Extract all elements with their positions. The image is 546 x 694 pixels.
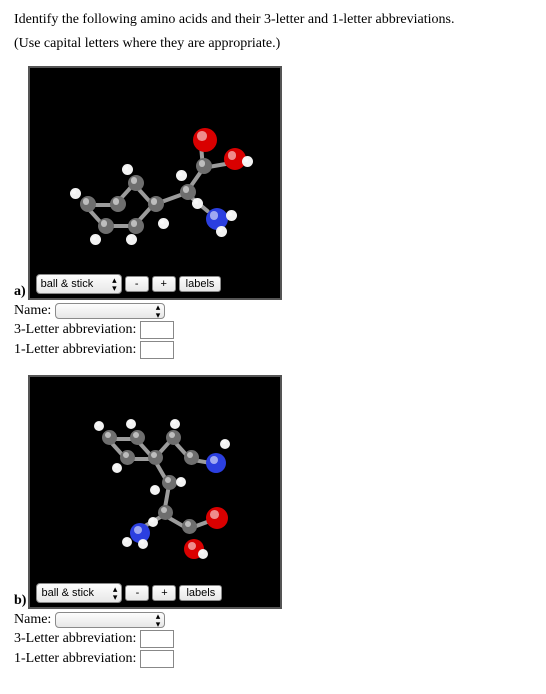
select-caret-icon: ▴▾: [112, 276, 117, 292]
labels-button[interactable]: labels: [179, 276, 222, 292]
viewer-controls-a: ball & stick ▴▾ - + labels: [36, 274, 222, 294]
abbr3-label: 3-Letter abbreviation:: [14, 631, 136, 647]
abbr3-input-a[interactable]: [140, 321, 174, 339]
name-label: Name:: [14, 612, 51, 628]
render-style-select[interactable]: ball & stick ▴▾: [36, 274, 122, 294]
labels-button[interactable]: labels: [179, 585, 222, 601]
molecule-stage-b: [30, 377, 280, 607]
zoom-out-button[interactable]: -: [125, 276, 149, 292]
instruction-text: Identify the following amino acids and t…: [14, 12, 532, 28]
part-a: a) ball & stick ▴▾ - + labels Name: ▴▾ 3…: [14, 66, 532, 359]
name-label: Name:: [14, 303, 51, 319]
molecule-stage-a: [30, 68, 280, 298]
molecule-viewer-a[interactable]: ball & stick ▴▾ - + labels: [28, 66, 282, 300]
render-style-select[interactable]: ball & stick ▴▾: [36, 583, 122, 603]
select-caret-icon: ▴▾: [156, 612, 161, 628]
part-b-fields: Name: ▴▾ 3-Letter abbreviation: 1-Letter…: [14, 612, 532, 668]
zoom-out-button[interactable]: -: [125, 585, 149, 601]
zoom-in-button[interactable]: +: [152, 276, 176, 292]
select-caret-icon: ▴▾: [156, 303, 161, 319]
molecule-viewer-b[interactable]: ball & stick ▴▾ - + labels: [28, 375, 282, 609]
render-style-value: ball & stick: [41, 587, 94, 599]
abbr1-input-b[interactable]: [140, 650, 174, 668]
abbr3-input-b[interactable]: [140, 630, 174, 648]
select-caret-icon: ▴▾: [113, 585, 118, 601]
abbr3-label: 3-Letter abbreviation:: [14, 322, 136, 338]
sub-instruction-text: (Use capital letters where they are appr…: [14, 36, 532, 52]
viewer-controls-b: ball & stick ▴▾ - + labels: [36, 583, 222, 603]
name-select-a[interactable]: ▴▾: [55, 303, 165, 319]
zoom-in-button[interactable]: +: [152, 585, 176, 601]
abbr1-label: 1-Letter abbreviation:: [14, 651, 136, 667]
part-b-label: b): [14, 593, 26, 609]
abbr1-input-a[interactable]: [140, 341, 174, 359]
name-select-b[interactable]: ▴▾: [55, 612, 165, 628]
part-a-fields: Name: ▴▾ 3-Letter abbreviation: 1-Letter…: [14, 303, 532, 359]
abbr1-label: 1-Letter abbreviation:: [14, 342, 136, 358]
part-b: b) ball & stick ▴▾ - + labels Name: ▴▾ 3…: [14, 375, 532, 668]
part-a-label: a): [14, 284, 26, 300]
render-style-value: ball & stick: [41, 278, 94, 290]
